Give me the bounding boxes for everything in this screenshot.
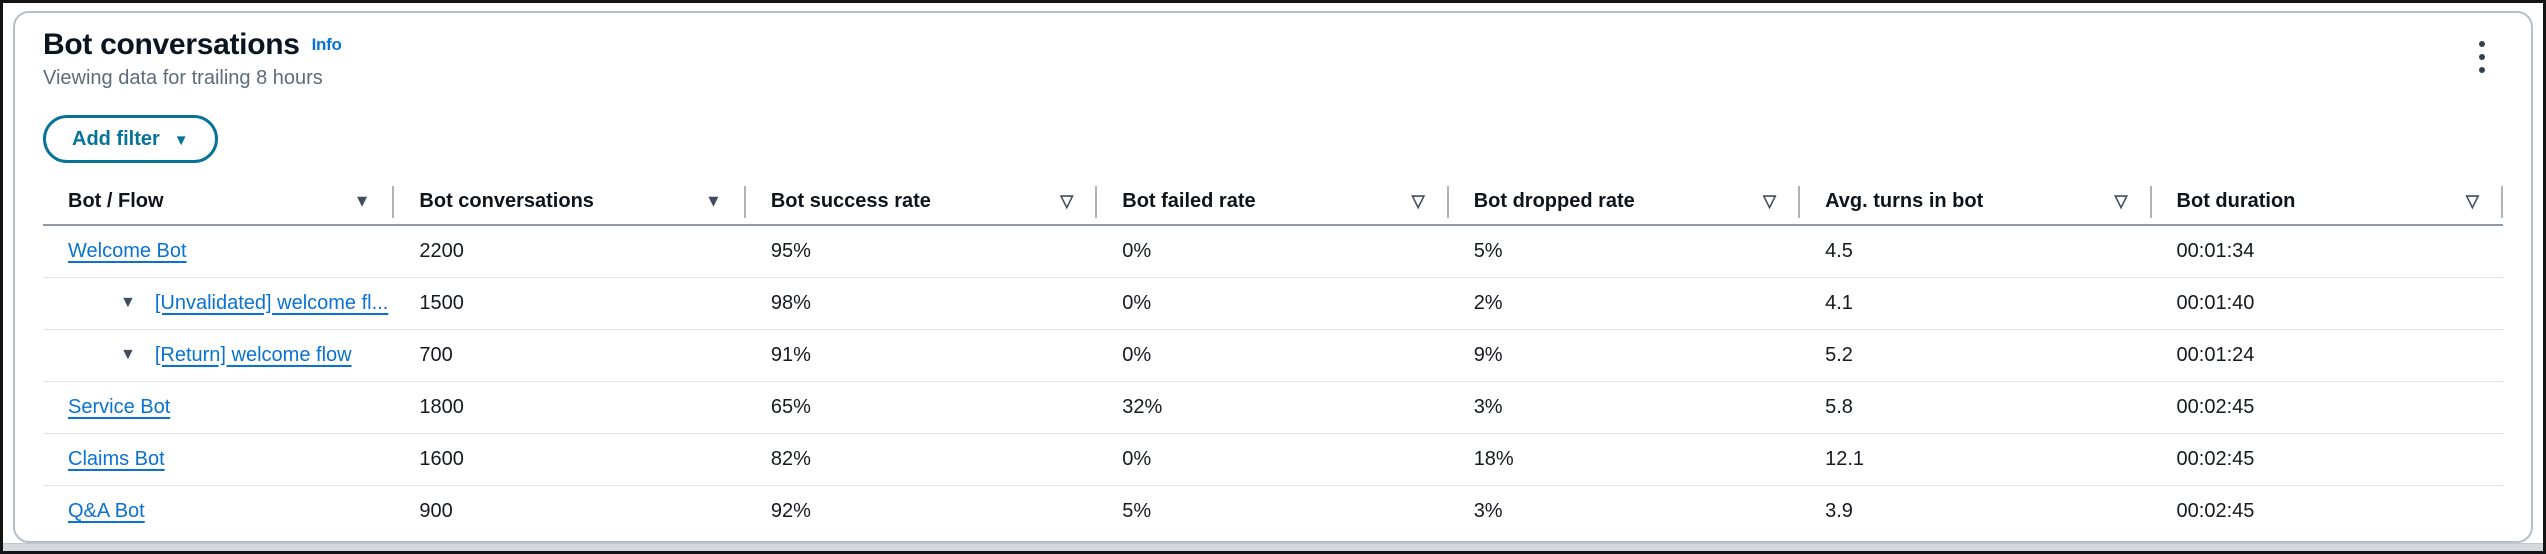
column-header-bot-conversations: Bot conversations ▼ — [394, 185, 746, 226]
kebab-dot-icon — [2479, 54, 2485, 60]
cell-duration: 00:02:45 — [2151, 433, 2503, 486]
cell-conversations: 1600 — [394, 433, 746, 486]
cell-duration: 00:02:45 — [2176, 499, 2255, 522]
column-divider — [1446, 186, 1449, 218]
collapse-row-icon[interactable]: ▼ — [120, 346, 136, 363]
flow-link[interactable]: [Unvalidated] welcome fl... — [154, 291, 389, 314]
cell-dropped-rate: 3% — [1473, 499, 1503, 522]
flow-name-cell: ▼ [Unvalidated] welcome fl... — [68, 292, 388, 315]
cell-failed-rate: 0% — [1097, 329, 1449, 382]
column-header-bot-flow: Bot / Flow ▼ — [43, 185, 395, 226]
column-filter-icon[interactable]: ▽ — [2114, 191, 2128, 211]
add-filter-label: Add filter — [72, 127, 160, 150]
bot-link[interactable]: Service Bot — [68, 395, 171, 418]
column-label: Bot success rate — [770, 190, 931, 212]
column-filter-icon[interactable]: ▽ — [1060, 191, 1074, 211]
cell-dropped-rate: 18% — [1448, 433, 1801, 486]
column-filter-icon[interactable]: ▼ — [705, 191, 722, 211]
cell-conversations: 1800 — [394, 381, 746, 434]
bot-conversations-panel: Bot conversations Info Viewing data for t… — [13, 11, 2533, 543]
column-divider — [743, 186, 746, 218]
cell-duration: 00:01:40 — [2151, 277, 2503, 330]
cell-duration: 00:02:45 — [2151, 381, 2503, 434]
panel-titles: Bot conversations Info Viewing data for t… — [43, 27, 342, 91]
flow-name-cell: ▼ [Return] welcome flow — [68, 344, 369, 367]
column-divider — [1798, 186, 1801, 218]
column-header-bot-duration: Bot duration ▽ — [2151, 185, 2503, 226]
cell-avg-turns: 5.8 — [1800, 381, 2152, 434]
cell-dropped-rate: 2% — [1448, 277, 1801, 330]
cell-failed-rate: 0% — [1097, 433, 1449, 486]
table-row-welcome-bot: Welcome Bot 2200 95% 0% 5% 4.5 00:01:34 — [43, 225, 2503, 278]
cell-success-rate: 91% — [745, 329, 1098, 382]
cell-duration: 00:01:34 — [2151, 225, 2503, 278]
column-divider — [392, 186, 395, 218]
kebab-menu-button[interactable] — [2467, 31, 2497, 83]
cell-conversations: 2200 — [394, 225, 746, 278]
cell-failed-rate: 0% — [1097, 277, 1449, 330]
bot-link[interactable]: Welcome Bot — [68, 239, 187, 262]
cell-avg-turns: 4.1 — [1800, 277, 2152, 330]
column-header-bot-failed-rate: Bot failed rate ▽ — [1097, 185, 1449, 226]
column-label: Bot / Flow — [68, 190, 164, 212]
column-header-bot-success-rate: Bot success rate ▽ — [745, 185, 1098, 226]
cell-duration: 00:01:24 — [2151, 329, 2503, 382]
table-row-return-welcome-flow: ▼ [Return] welcome flow 700 91% 0% 9% 5.… — [43, 329, 2503, 382]
bot-link[interactable]: Q&A Bot — [68, 499, 145, 522]
bot-link[interactable]: Claims Bot — [68, 447, 165, 470]
column-filter-icon[interactable]: ▼ — [353, 191, 371, 211]
column-divider — [1095, 186, 1098, 218]
info-link[interactable]: Info — [311, 35, 342, 54]
chevron-down-icon: ▼ — [173, 131, 189, 149]
cell-dropped-rate: 3% — [1448, 381, 1801, 434]
cell-failed-rate: 0% — [1097, 225, 1449, 278]
column-label: Bot conversations — [419, 190, 594, 212]
add-filter-button[interactable]: Add filter ▼ — [43, 115, 218, 163]
column-filter-icon[interactable]: ▽ — [1763, 191, 1777, 211]
cell-avg-turns: 12.1 — [1800, 433, 2152, 486]
trailing-period-subtitle: Viewing data for trailing 8 hours — [43, 67, 323, 89]
kebab-dot-icon — [2479, 41, 2485, 47]
kebab-dot-icon — [2479, 67, 2485, 73]
panel-header: Bot conversations Info Viewing data for t… — [43, 27, 2503, 91]
bot-conversations-table: Bot / Flow ▼ Bot conversations ▼ Bot suc… — [43, 185, 2503, 537]
cell-avg-turns: 5.2 — [1800, 329, 2152, 382]
column-label: Bot failed rate — [1122, 190, 1256, 212]
table-row-claims-bot: Claims Bot 1600 82% 0% 18% 12.1 00:02:45 — [43, 433, 2503, 486]
column-divider — [2149, 186, 2152, 218]
cell-dropped-rate: 5% — [1448, 225, 1801, 278]
table-row-qa-bot: Q&A Bot 900 92% 5% 3% 3.9 00:02:45 — [43, 485, 2503, 537]
table-header-row: Bot / Flow ▼ Bot conversations ▼ Bot suc… — [43, 185, 2503, 226]
cell-avg-turns: 3.9 — [1825, 499, 1853, 522]
column-header-bot-dropped-rate: Bot dropped rate ▽ — [1448, 185, 1801, 226]
cell-avg-turns: 4.5 — [1800, 225, 2152, 278]
cell-success-rate: 92% — [770, 499, 811, 522]
flow-link[interactable]: [Return] welcome flow — [154, 343, 352, 366]
column-filter-icon[interactable]: ▽ — [2465, 191, 2479, 211]
cell-conversations: 900 — [419, 499, 453, 522]
page-title: Bot conversations Info — [43, 27, 342, 63]
cell-conversations: 1500 — [394, 277, 746, 330]
cell-dropped-rate: 9% — [1448, 329, 1801, 382]
cell-conversations: 700 — [394, 329, 746, 382]
cell-success-rate: 95% — [745, 225, 1098, 278]
page-title-text: Bot conversations — [43, 28, 300, 61]
column-label: Avg. turns in bot — [1825, 190, 1984, 212]
cell-success-rate: 65% — [745, 381, 1098, 434]
table-row-unvalidated-welcome-flow: ▼ [Unvalidated] welcome fl... 1500 98% 0… — [43, 277, 2503, 330]
column-header-avg-turns: Avg. turns in bot ▽ — [1800, 185, 2152, 226]
table-row-service-bot: Service Bot 1800 65% 32% 3% 5.8 00:02:45 — [43, 381, 2503, 434]
cell-failed-rate: 32% — [1097, 381, 1449, 434]
column-divider — [2501, 186, 2503, 218]
collapse-row-icon[interactable]: ▼ — [120, 294, 136, 311]
horizontal-scrollbar[interactable] — [3, 543, 2543, 551]
column-label: Bot dropped rate — [1473, 190, 1635, 212]
column-label: Bot duration — [2176, 190, 2296, 212]
cell-failed-rate: 5% — [1122, 499, 1152, 522]
cell-success-rate: 98% — [745, 277, 1098, 330]
column-filter-icon[interactable]: ▽ — [1411, 191, 1425, 211]
cell-success-rate: 82% — [745, 433, 1098, 486]
